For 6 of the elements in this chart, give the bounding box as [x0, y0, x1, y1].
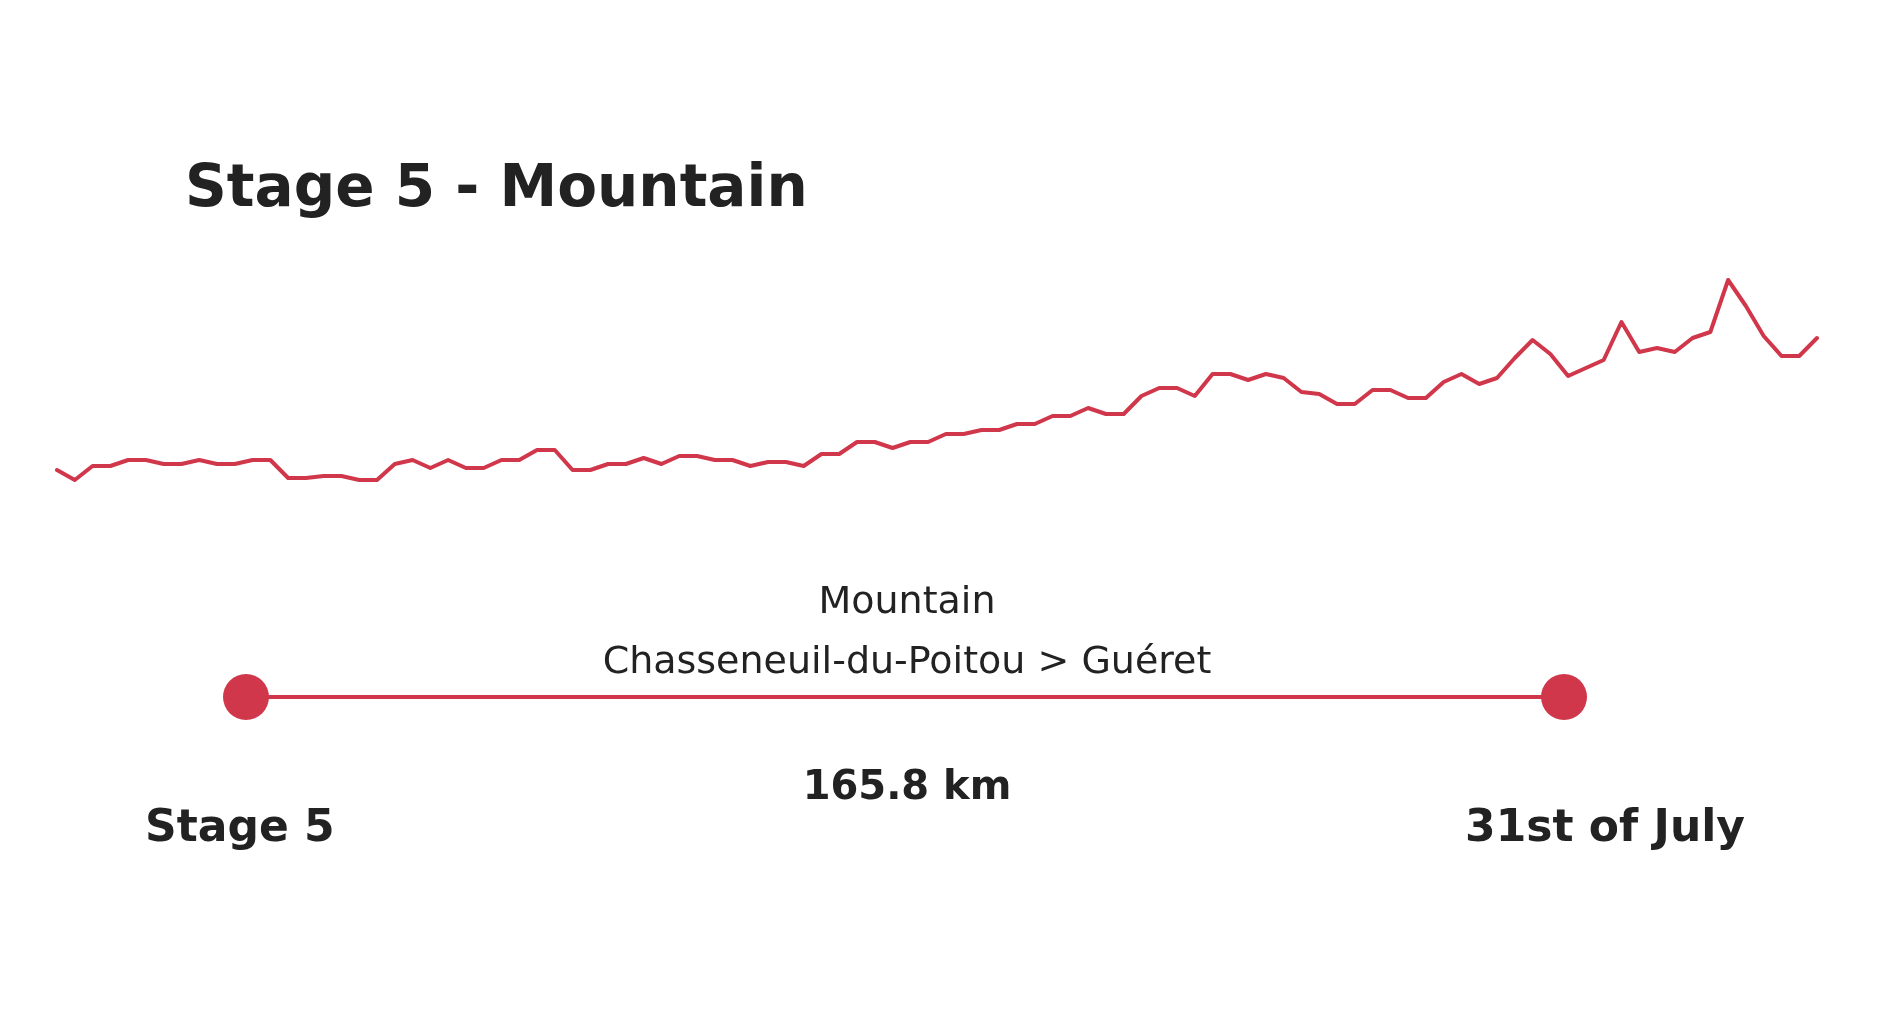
text: Mountain: [818, 578, 996, 622]
text: 31st of July: [1465, 800, 1745, 851]
text: 165.8 km: [802, 762, 1012, 808]
chart-title: Stage 5 - Mountain: [185, 152, 808, 220]
text: Stage 5: [145, 800, 335, 851]
text: Chasseneuil-du-Poitou > Guéret: [602, 638, 1212, 682]
